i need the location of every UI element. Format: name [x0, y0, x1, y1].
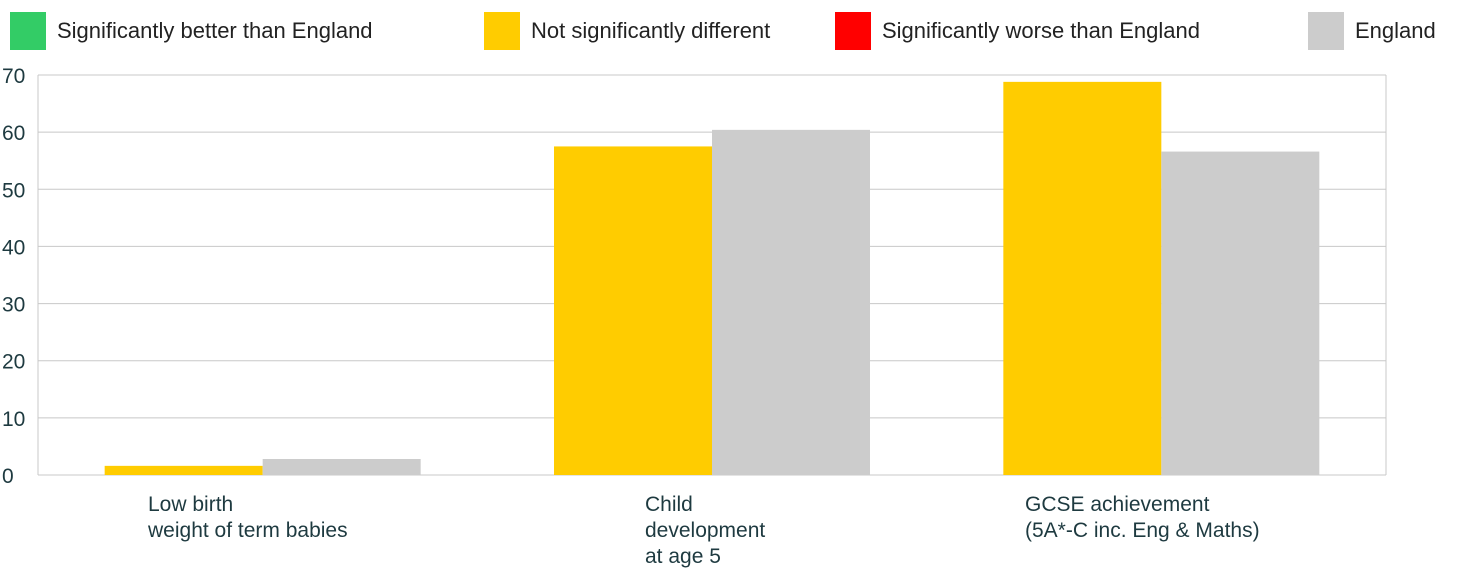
bar: [262, 459, 421, 475]
x-category-label-line: at age 5: [645, 545, 721, 568]
y-tick-label: 70: [2, 65, 25, 88]
y-tick-label: 60: [2, 122, 25, 145]
y-tick-label: 30: [2, 294, 25, 317]
legend-swatch-better: [10, 12, 46, 50]
x-category-label: GCSE achievement (5A*-C inc. Eng & Maths): [1025, 493, 1260, 542]
legend-label-worse: Significantly worse than England: [882, 18, 1200, 43]
y-tick-label: 40: [2, 236, 25, 259]
x-category-label-line: weight of term babies: [147, 519, 348, 542]
bar: [554, 146, 712, 475]
bar: [712, 129, 870, 475]
legend: Significantly better than England Not si…: [10, 12, 1436, 50]
x-axis: Low birth weight of term babies Child devel…: [147, 493, 1260, 568]
x-category-label-line: (5A*-C inc. Eng & Maths): [1025, 519, 1260, 542]
legend-label-england: England: [1355, 18, 1436, 43]
x-category-label-line: Low birth: [148, 493, 233, 516]
bar: [104, 465, 263, 475]
legend-label-better: Significantly better than England: [57, 18, 373, 43]
legend-swatch-not-different: [484, 12, 520, 50]
legend-swatch-england: [1308, 12, 1344, 50]
x-category-label-line: Child: [645, 493, 693, 516]
bars: [104, 81, 1320, 476]
y-tick-label: 50: [2, 179, 25, 202]
x-category-label: Child development at age 5: [645, 493, 765, 568]
x-category-label-line: development: [645, 519, 765, 542]
y-tick-label: 10: [2, 408, 25, 431]
bar: [1161, 151, 1320, 476]
bar: [1003, 81, 1162, 475]
y-axis: 0 10 20 30 40 50 60 70: [2, 65, 25, 488]
x-category-label-line: GCSE achievement: [1025, 493, 1210, 516]
legend-swatch-worse: [835, 12, 871, 50]
y-tick-label: 0: [2, 465, 14, 488]
legend-label-not-different: Not significantly different: [531, 18, 770, 43]
x-category-label: Low birth weight of term babies: [147, 493, 348, 542]
y-tick-label: 20: [2, 351, 25, 374]
